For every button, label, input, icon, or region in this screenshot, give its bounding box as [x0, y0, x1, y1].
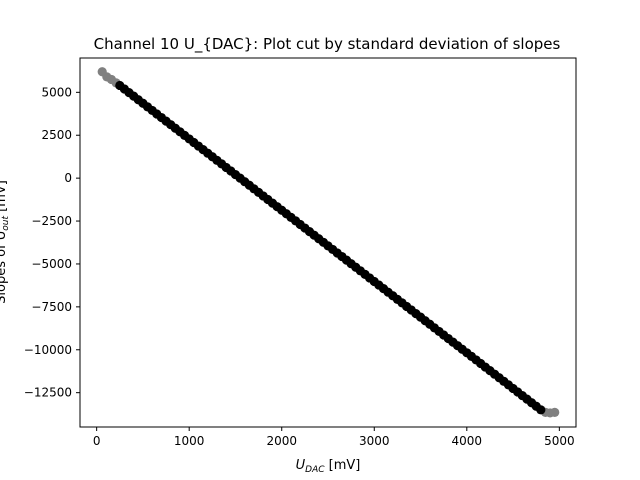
kept-point — [536, 405, 546, 415]
y-tick-label: −10000 — [24, 343, 72, 357]
x-tick-label: 4000 — [452, 434, 483, 448]
y-tick-label: −2500 — [31, 214, 72, 228]
cut-point — [550, 407, 560, 418]
x-tick-label: 3000 — [359, 434, 390, 448]
data-points — [97, 67, 560, 418]
y-tick-label: −7500 — [31, 300, 72, 314]
y-axis-label: Slopes of Uout [mV] — [0, 180, 11, 304]
x-tick-label: 0 — [93, 434, 101, 448]
axis-ticks: 0 1000 2000 3000 4000 5000 5000 2500 0 −2500 −5000… — [24, 85, 575, 448]
y-tick-label: −12500 — [24, 386, 72, 400]
y-tick-label: 2500 — [41, 128, 72, 142]
chart-title: Channel 10 U_{DAC}: Plot cut by standard… — [94, 35, 561, 54]
x-tick-label: 5000 — [544, 434, 575, 448]
y-tick-label: 0 — [64, 171, 72, 185]
x-tick-label: 2000 — [266, 434, 297, 448]
y-tick-label: 5000 — [41, 85, 72, 99]
x-tick-label: 1000 — [174, 434, 205, 448]
plot-frame — [79, 57, 577, 428]
y-tick-label: −5000 — [31, 257, 72, 271]
x-axis-label: UDAC [mV] — [296, 458, 361, 475]
